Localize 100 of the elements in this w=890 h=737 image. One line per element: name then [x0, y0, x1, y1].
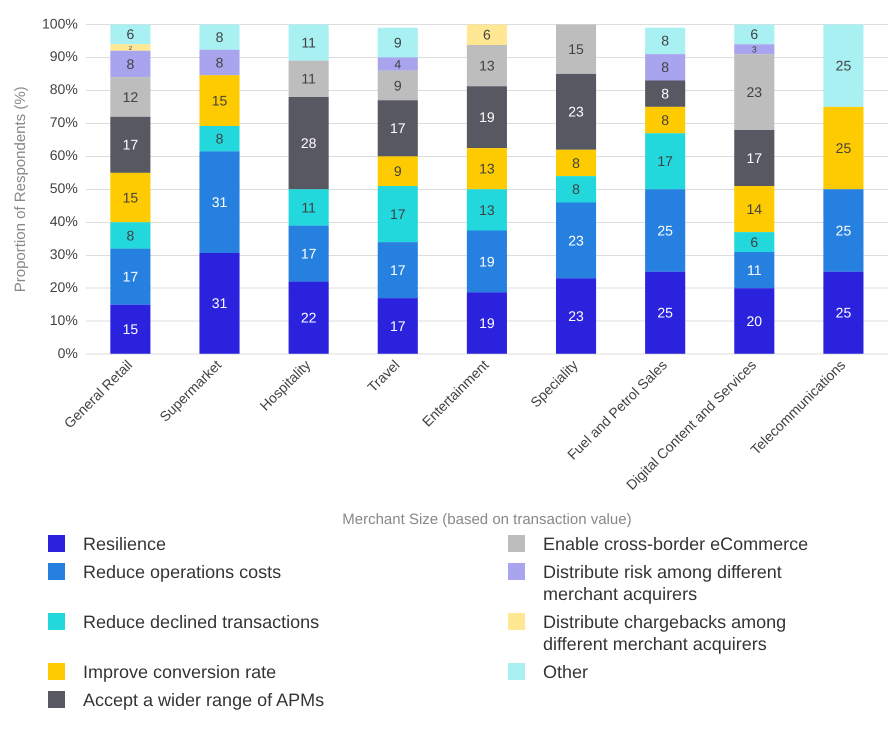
data-label: 13	[479, 57, 495, 74]
data-label: 15	[122, 189, 138, 206]
bar	[288, 96, 329, 190]
bar	[110, 44, 150, 51]
bar	[823, 189, 864, 272]
bar	[378, 70, 418, 100]
data-label: 17	[390, 318, 406, 334]
data-label: 31	[212, 295, 228, 312]
data-label: 23	[568, 104, 584, 120]
data-label: 25	[836, 140, 852, 156]
data-label: 8	[661, 32, 670, 49]
data-label: 23	[746, 84, 762, 100]
y-tick-label: 70%	[50, 114, 78, 130]
data-label: 15	[568, 40, 584, 57]
legend-label: Distribute chargebacks among different merchant acquirers	[543, 611, 788, 655]
legend-label: Resilience	[83, 533, 166, 555]
data-label: 17	[300, 245, 317, 262]
bar	[556, 278, 596, 354]
bar	[378, 28, 418, 58]
legend-label: Reduce operations costs	[83, 561, 282, 583]
bar	[199, 126, 240, 152]
bar	[556, 150, 596, 176]
bar	[378, 186, 418, 242]
bar	[556, 74, 596, 150]
legend-label: Other	[543, 661, 588, 683]
data-label: 25	[836, 304, 852, 321]
bar	[645, 54, 686, 80]
data-label: 13	[479, 160, 495, 177]
bar	[378, 100, 418, 156]
bar	[199, 252, 240, 354]
data-label: 8	[572, 181, 580, 198]
data-label: 19	[479, 314, 495, 331]
data-label: 17	[122, 136, 138, 153]
bar	[556, 176, 596, 202]
data-label: 14	[746, 200, 762, 217]
y-tick-label: 10%	[50, 312, 78, 328]
data-label: 22	[300, 310, 317, 326]
y-tick-label: 90%	[50, 48, 78, 64]
data-label: 25	[836, 222, 852, 238]
data-label: 3	[752, 44, 757, 55]
y-axis-title: Proportion of Respondents (%)	[12, 86, 30, 292]
bar	[110, 172, 150, 222]
bar	[823, 24, 864, 107]
bar	[378, 298, 418, 354]
data-label: 31	[212, 194, 228, 210]
bar	[288, 60, 329, 97]
data-label: 8	[661, 59, 670, 76]
data-label: 11	[747, 262, 762, 278]
y-tick-label: 100%	[42, 15, 78, 32]
bar	[110, 222, 150, 249]
data-label: 4	[394, 57, 402, 72]
bar	[288, 24, 329, 61]
bar	[378, 242, 418, 298]
bar	[645, 133, 686, 190]
bar	[378, 156, 418, 186]
data-label: 15	[212, 92, 228, 108]
data-label: 12	[122, 88, 138, 105]
legend-label: Reduce declined transactions	[83, 611, 320, 633]
bar	[734, 252, 774, 288]
data-label: 8	[216, 28, 224, 45]
data-label: 8	[216, 54, 224, 70]
bar	[110, 304, 150, 354]
bar	[734, 24, 774, 44]
bar	[734, 232, 774, 252]
bar	[378, 57, 418, 71]
data-label: 6	[750, 234, 758, 250]
legend-label: Improve conversion rate	[83, 661, 276, 683]
data-label: 23	[568, 308, 584, 324]
bar	[734, 288, 774, 354]
data-label: 8	[572, 154, 580, 171]
data-label: 17	[657, 153, 674, 170]
y-tick-label: 80%	[50, 81, 78, 98]
data-label: 25	[657, 222, 674, 238]
data-label: 9	[394, 34, 402, 50]
data-label: 17	[390, 262, 406, 278]
data-label: 20	[746, 312, 762, 329]
bar	[110, 248, 150, 305]
bar	[645, 272, 686, 354]
bar	[823, 272, 864, 354]
data-label: 8	[661, 112, 670, 128]
bar	[288, 226, 329, 282]
y-tick-label: 60%	[50, 147, 78, 164]
legend-label: Distribute risk among different merchant acquirers	[543, 561, 783, 605]
data-label: 6	[750, 26, 758, 42]
data-label: 11	[301, 34, 316, 50]
data-label: 8	[216, 130, 224, 147]
bar	[645, 80, 686, 107]
y-tick-label: 50%	[50, 180, 78, 196]
data-label: 13	[479, 202, 495, 218]
y-tick-label: 20%	[50, 279, 78, 296]
bar	[110, 116, 150, 173]
bar	[645, 189, 686, 272]
bar	[199, 75, 240, 126]
bar	[466, 24, 507, 46]
bar	[288, 282, 329, 354]
bar	[466, 45, 507, 86]
data-label: 17	[390, 206, 406, 222]
bar	[110, 50, 150, 78]
data-label: 11	[301, 199, 316, 216]
bar	[466, 148, 507, 190]
